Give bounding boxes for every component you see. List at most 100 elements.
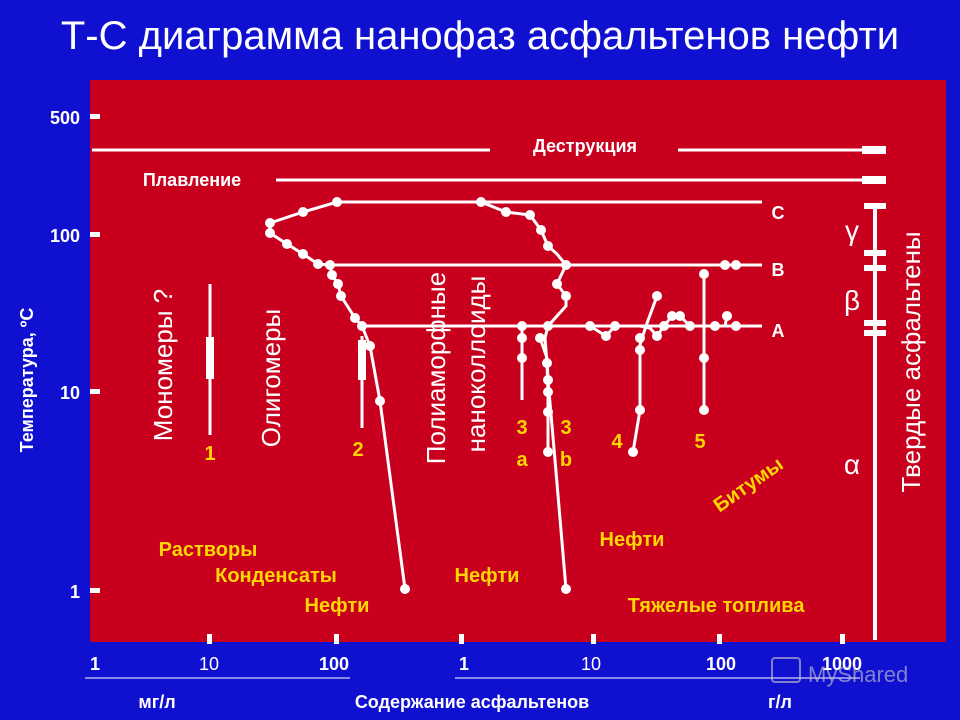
curve-point [699,269,709,279]
curve-point [400,584,410,594]
x-tick-label-left-1: 1 [90,654,100,674]
curve-point [517,333,527,343]
curve-point [501,207,511,217]
x-tick-label-left-10: 10 [199,654,219,674]
curve-point [325,260,335,270]
line-a-label: A [772,321,785,341]
curve-point [327,270,337,280]
curve-point [652,331,662,341]
y-tick-label-500: 500 [50,108,80,128]
melting-line-cap [862,176,886,184]
curve-point [710,321,720,331]
curve-point [525,210,535,220]
y-tick-100 [90,232,100,237]
curve-point [336,291,346,301]
curve-point [265,228,275,238]
curve-point [585,321,595,331]
curve-point [476,197,486,207]
sample-3a-letter: a [516,449,528,471]
curve-point [517,321,527,331]
solid-asphaltenes-column: γ β α Твердые асфальтены [844,203,926,640]
curve-point [535,333,545,343]
x-tick-left-100 [334,634,339,644]
curve-point [699,405,709,415]
curve-point [265,218,275,228]
curve-point [635,333,645,343]
x-tick-right-1 [459,634,464,644]
beta-label: β [844,285,860,316]
curve-point [601,331,611,341]
x-tick-label-right-1000: 1000 [822,654,862,674]
destruction-label: Деструкция [533,136,637,156]
x-unit-left: мг/л [138,692,175,712]
curve-point [731,260,741,270]
curve-point [543,375,553,385]
x-tick-right-1000 [840,634,845,644]
curve-point [543,447,553,457]
x-tick-label-right-1: 1 [459,654,469,674]
y-tick-label-10: 10 [60,383,80,403]
curve-point [333,279,343,289]
x-tick-right-10 [591,634,596,644]
curve-point [722,311,732,321]
polymorphic-label-1: Полиаморфные [421,272,451,464]
sample-5-number: 5 [694,431,705,453]
beta-cap-bottom [864,320,886,326]
gamma-cap-top [864,203,886,209]
watermark: MyShared [771,657,908,687]
curve-point [350,313,360,323]
curve-point [561,260,571,270]
curve-point [561,291,571,301]
sample-4-number: 4 [611,431,623,453]
curve-point [675,311,685,321]
curve-point [628,447,638,457]
oils-mid-label: Нефти [455,565,520,587]
x-tick-left-10 [207,634,212,644]
curve-point [543,387,553,397]
polymorphic-label-2: наноколлоиды [461,276,491,453]
curve-point [720,260,730,270]
curve-point [685,321,695,331]
condensates-label: Конденсаты [215,565,337,587]
y-axis-label: Температура, ºС [17,308,37,453]
oligomers-label: Олигомеры [256,309,286,447]
curve-point [652,291,662,301]
sample-3b-letter: b [560,449,572,471]
oils-right-label: Нефти [600,529,665,551]
destruction-line-cap [862,146,886,154]
curve-points [265,197,741,594]
watermark-text: MyShared [808,662,908,687]
curve-point [552,279,562,289]
curve-point [282,239,292,249]
watermark-icon [771,657,801,683]
sample-2-block [358,340,366,380]
curve-point [543,407,553,417]
gamma-label: γ [845,215,859,246]
x-tick-label-right-10: 10 [581,654,601,674]
sample-2-number: 2 [352,439,363,461]
solutions-label: Растворы [159,539,258,561]
curve-point [298,207,308,217]
sample-1-number: 1 [204,443,215,465]
curve-point [543,321,553,331]
heavy-fuels-label: Тяжелые топлива [628,595,806,617]
y-tick-500 [90,114,100,119]
curve-point [610,321,620,331]
curve-point [561,584,571,594]
curve-point [517,353,527,363]
y-tick-1 [90,588,100,593]
curve-point [365,341,375,351]
sample-1-block [206,337,214,379]
curve-point [298,249,308,259]
sample-3a-number: 3 [516,417,527,439]
x-tick-label-left-100: 100 [319,654,349,674]
line-c-label: C [772,203,785,223]
monomers-label: Мономеры ? [148,289,178,441]
y-tick-label-1: 1 [70,582,80,602]
x-axis: 1 10 100 1 10 100 1000 мг/л Содержание а… [85,634,862,712]
oils-left-label: Нефти [305,595,370,617]
alpha-cap-top [864,330,886,336]
sample-3b-number: 3 [560,417,571,439]
curve-point [667,311,677,321]
